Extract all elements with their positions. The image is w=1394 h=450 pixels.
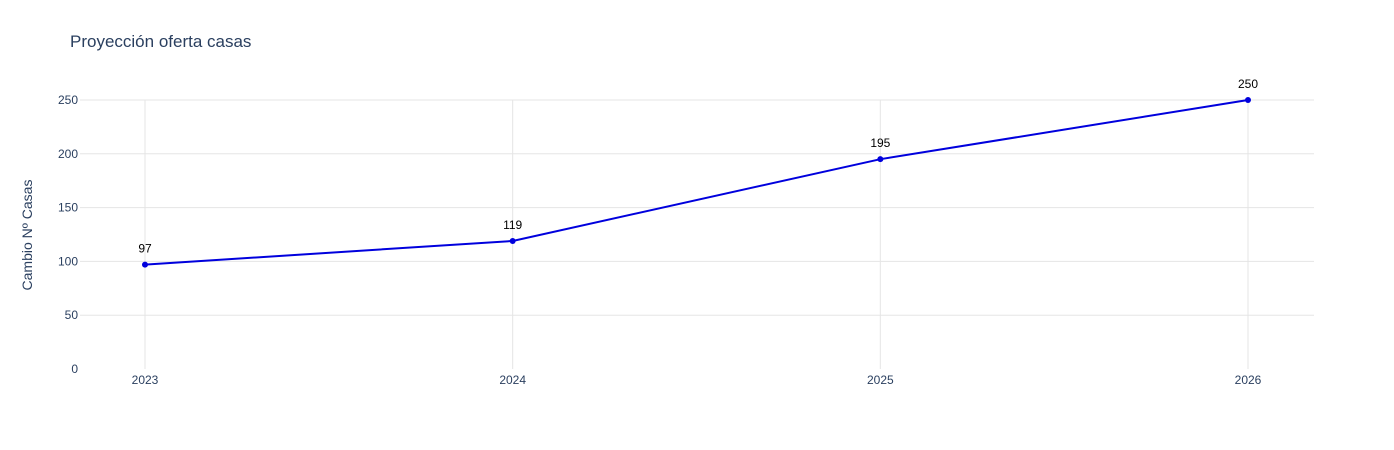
y-tick-label: 100 bbox=[58, 254, 78, 268]
series-line bbox=[144, 99, 1249, 266]
y-tick-label: 200 bbox=[58, 147, 78, 161]
series bbox=[142, 97, 1251, 268]
chart-title: Proyección oferta casas bbox=[70, 32, 252, 51]
data-point[interactable] bbox=[142, 261, 148, 268]
y-axis-ticks: 0 50 100 150 200 250 bbox=[58, 93, 78, 376]
x-tick-label: 2025 bbox=[867, 373, 894, 387]
data-point[interactable] bbox=[1245, 97, 1251, 103]
y-tick-label: 150 bbox=[58, 201, 78, 215]
x-tick-label: 2023 bbox=[132, 373, 159, 387]
data-point[interactable] bbox=[509, 237, 516, 244]
grid bbox=[80, 99, 1314, 369]
y-tick-label: 50 bbox=[65, 308, 79, 322]
data-label: 97 bbox=[138, 242, 152, 256]
data-point[interactable] bbox=[877, 156, 884, 163]
x-tick-label: 2026 bbox=[1235, 373, 1262, 387]
data-label: 195 bbox=[870, 136, 890, 150]
x-tick-label: 2024 bbox=[499, 373, 526, 387]
data-label: 250 bbox=[1238, 77, 1258, 91]
data-labels: 97 119 195 250 bbox=[138, 77, 1258, 256]
y-tick-label: 250 bbox=[58, 93, 78, 107]
y-tick-label: 0 bbox=[71, 362, 78, 376]
y-axis-label: Cambio Nº Casas bbox=[19, 180, 35, 291]
data-label: 119 bbox=[503, 218, 522, 232]
x-axis-ticks: 2023 2024 2025 2026 bbox=[132, 373, 1262, 387]
